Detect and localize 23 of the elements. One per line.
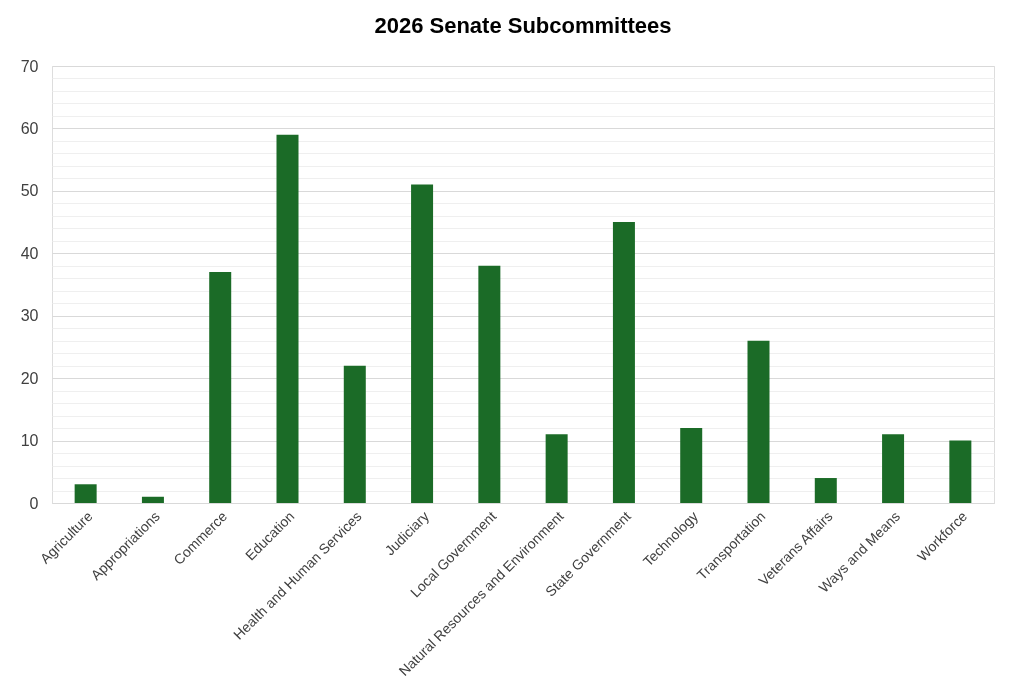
bar — [209, 272, 232, 503]
bar — [343, 365, 366, 503]
y-tick-label: 50 — [20, 182, 39, 200]
chart-title: 2026 Senate Subcommittees — [374, 13, 672, 38]
y-tick-label: 20 — [20, 369, 39, 387]
bar — [545, 434, 568, 503]
bar — [74, 484, 97, 503]
bar — [478, 265, 501, 503]
bar — [141, 496, 164, 503]
bar — [680, 428, 703, 503]
bar — [814, 478, 837, 503]
y-tick-label: 70 — [20, 57, 39, 75]
bar — [411, 184, 434, 503]
bar — [276, 134, 299, 503]
bar — [949, 440, 972, 503]
y-tick-label: 40 — [20, 244, 39, 262]
bar — [747, 340, 770, 503]
y-tick-label: 0 — [29, 494, 39, 512]
y-tick-label: 30 — [20, 307, 39, 325]
y-tick-label: 60 — [20, 119, 39, 137]
bar — [612, 222, 635, 503]
bar — [882, 434, 905, 503]
y-tick-label: 10 — [20, 432, 39, 450]
